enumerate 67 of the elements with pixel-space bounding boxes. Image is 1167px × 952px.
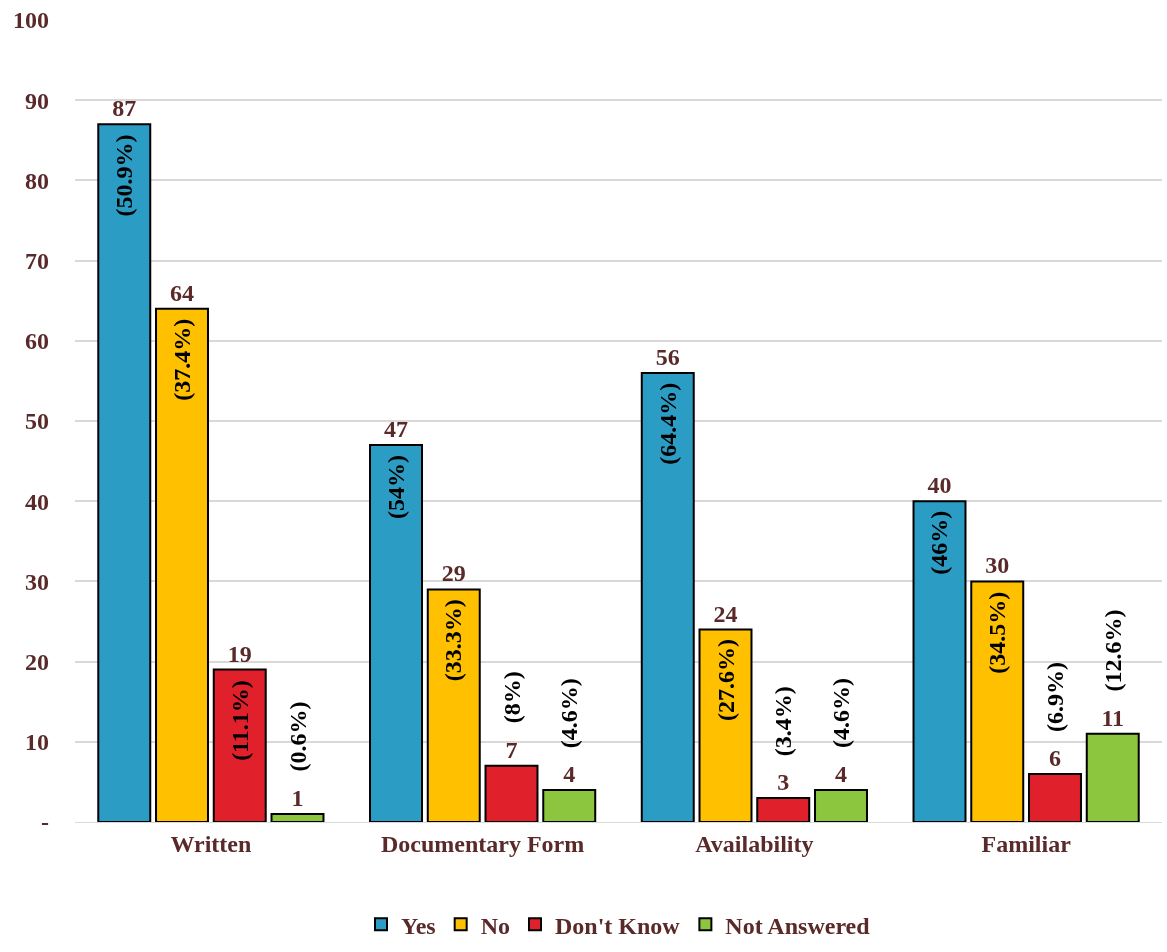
data-label: 29: [441, 560, 466, 587]
data-label: 6: [1048, 744, 1061, 771]
bar: [912, 500, 967, 822]
x-tick-label: Availability: [695, 830, 814, 857]
y-tick-label: 20: [25, 649, 49, 675]
legend-label: Yes: [401, 912, 436, 939]
annotation: (34.5%): [983, 591, 1010, 674]
annotation: (54%): [382, 455, 409, 520]
annotation: (46%): [926, 510, 953, 575]
data-label: 87: [112, 95, 137, 122]
data-label: 4: [563, 760, 576, 787]
data-label: 11: [1101, 704, 1125, 731]
data-label: 24: [713, 600, 738, 627]
y-tick-label: 30: [25, 568, 49, 595]
bar: [970, 580, 1025, 822]
annotation: (11.1%): [226, 680, 253, 761]
bar: [1028, 772, 1082, 822]
data-label: 47: [384, 416, 409, 443]
y-tick-label: -: [41, 809, 49, 836]
y-tick-label: 100: [13, 7, 49, 34]
data-label: 1: [291, 784, 304, 811]
bar: [756, 796, 811, 822]
bar: [698, 628, 753, 822]
annotation: (50.9%): [110, 134, 137, 217]
y-tick-label: 50: [25, 408, 49, 435]
bar: [270, 812, 325, 822]
annotation: (12.6%): [1099, 609, 1126, 692]
annotation: (3.4%): [770, 686, 797, 757]
y-tick-label: 10: [25, 729, 49, 756]
x-tick-label: Documentary Form: [380, 830, 585, 857]
bar: [640, 371, 695, 822]
bar: [542, 788, 597, 822]
bar: [97, 123, 152, 822]
annotation: (4.6%): [556, 678, 583, 749]
y-tick-label: 70: [25, 248, 49, 274]
annotation: (6.9%): [1042, 661, 1069, 732]
bar: [814, 788, 868, 822]
legend-label: No: [480, 912, 511, 939]
data-label: 7: [505, 736, 518, 763]
y-tick-label: 90: [25, 87, 49, 114]
data-label: 64: [170, 279, 195, 306]
annotation: (4.6%): [828, 677, 855, 748]
data-label: 19: [227, 640, 252, 667]
data-label: 40: [927, 472, 952, 499]
data-label: 3: [777, 768, 790, 795]
bar: [1085, 732, 1140, 822]
bar: [484, 764, 539, 822]
data-label: 30: [985, 552, 1010, 579]
legend-label: Not Answered: [725, 912, 871, 939]
annotation: (64.4%): [654, 382, 681, 465]
bar: [369, 444, 423, 822]
y-tick-label: 40: [25, 488, 49, 515]
legend-label: Don't Know: [555, 912, 681, 939]
annotation: (27.6%): [712, 639, 739, 722]
annotation: (33.3%): [440, 599, 467, 682]
data-label: 4: [834, 760, 847, 787]
bar: [155, 307, 209, 822]
x-tick-label: Written: [170, 830, 252, 857]
bar: [212, 668, 267, 822]
annotation: (37.4%): [169, 318, 196, 401]
x-tick-label: Familiar: [981, 830, 1072, 857]
y-tick-label: 60: [25, 328, 49, 355]
annotation: (8%): [498, 671, 525, 724]
bar: [426, 588, 481, 822]
annotation: (0.6%): [284, 701, 311, 772]
data-label: 56: [655, 343, 680, 370]
y-tick-label: 80: [25, 167, 49, 194]
